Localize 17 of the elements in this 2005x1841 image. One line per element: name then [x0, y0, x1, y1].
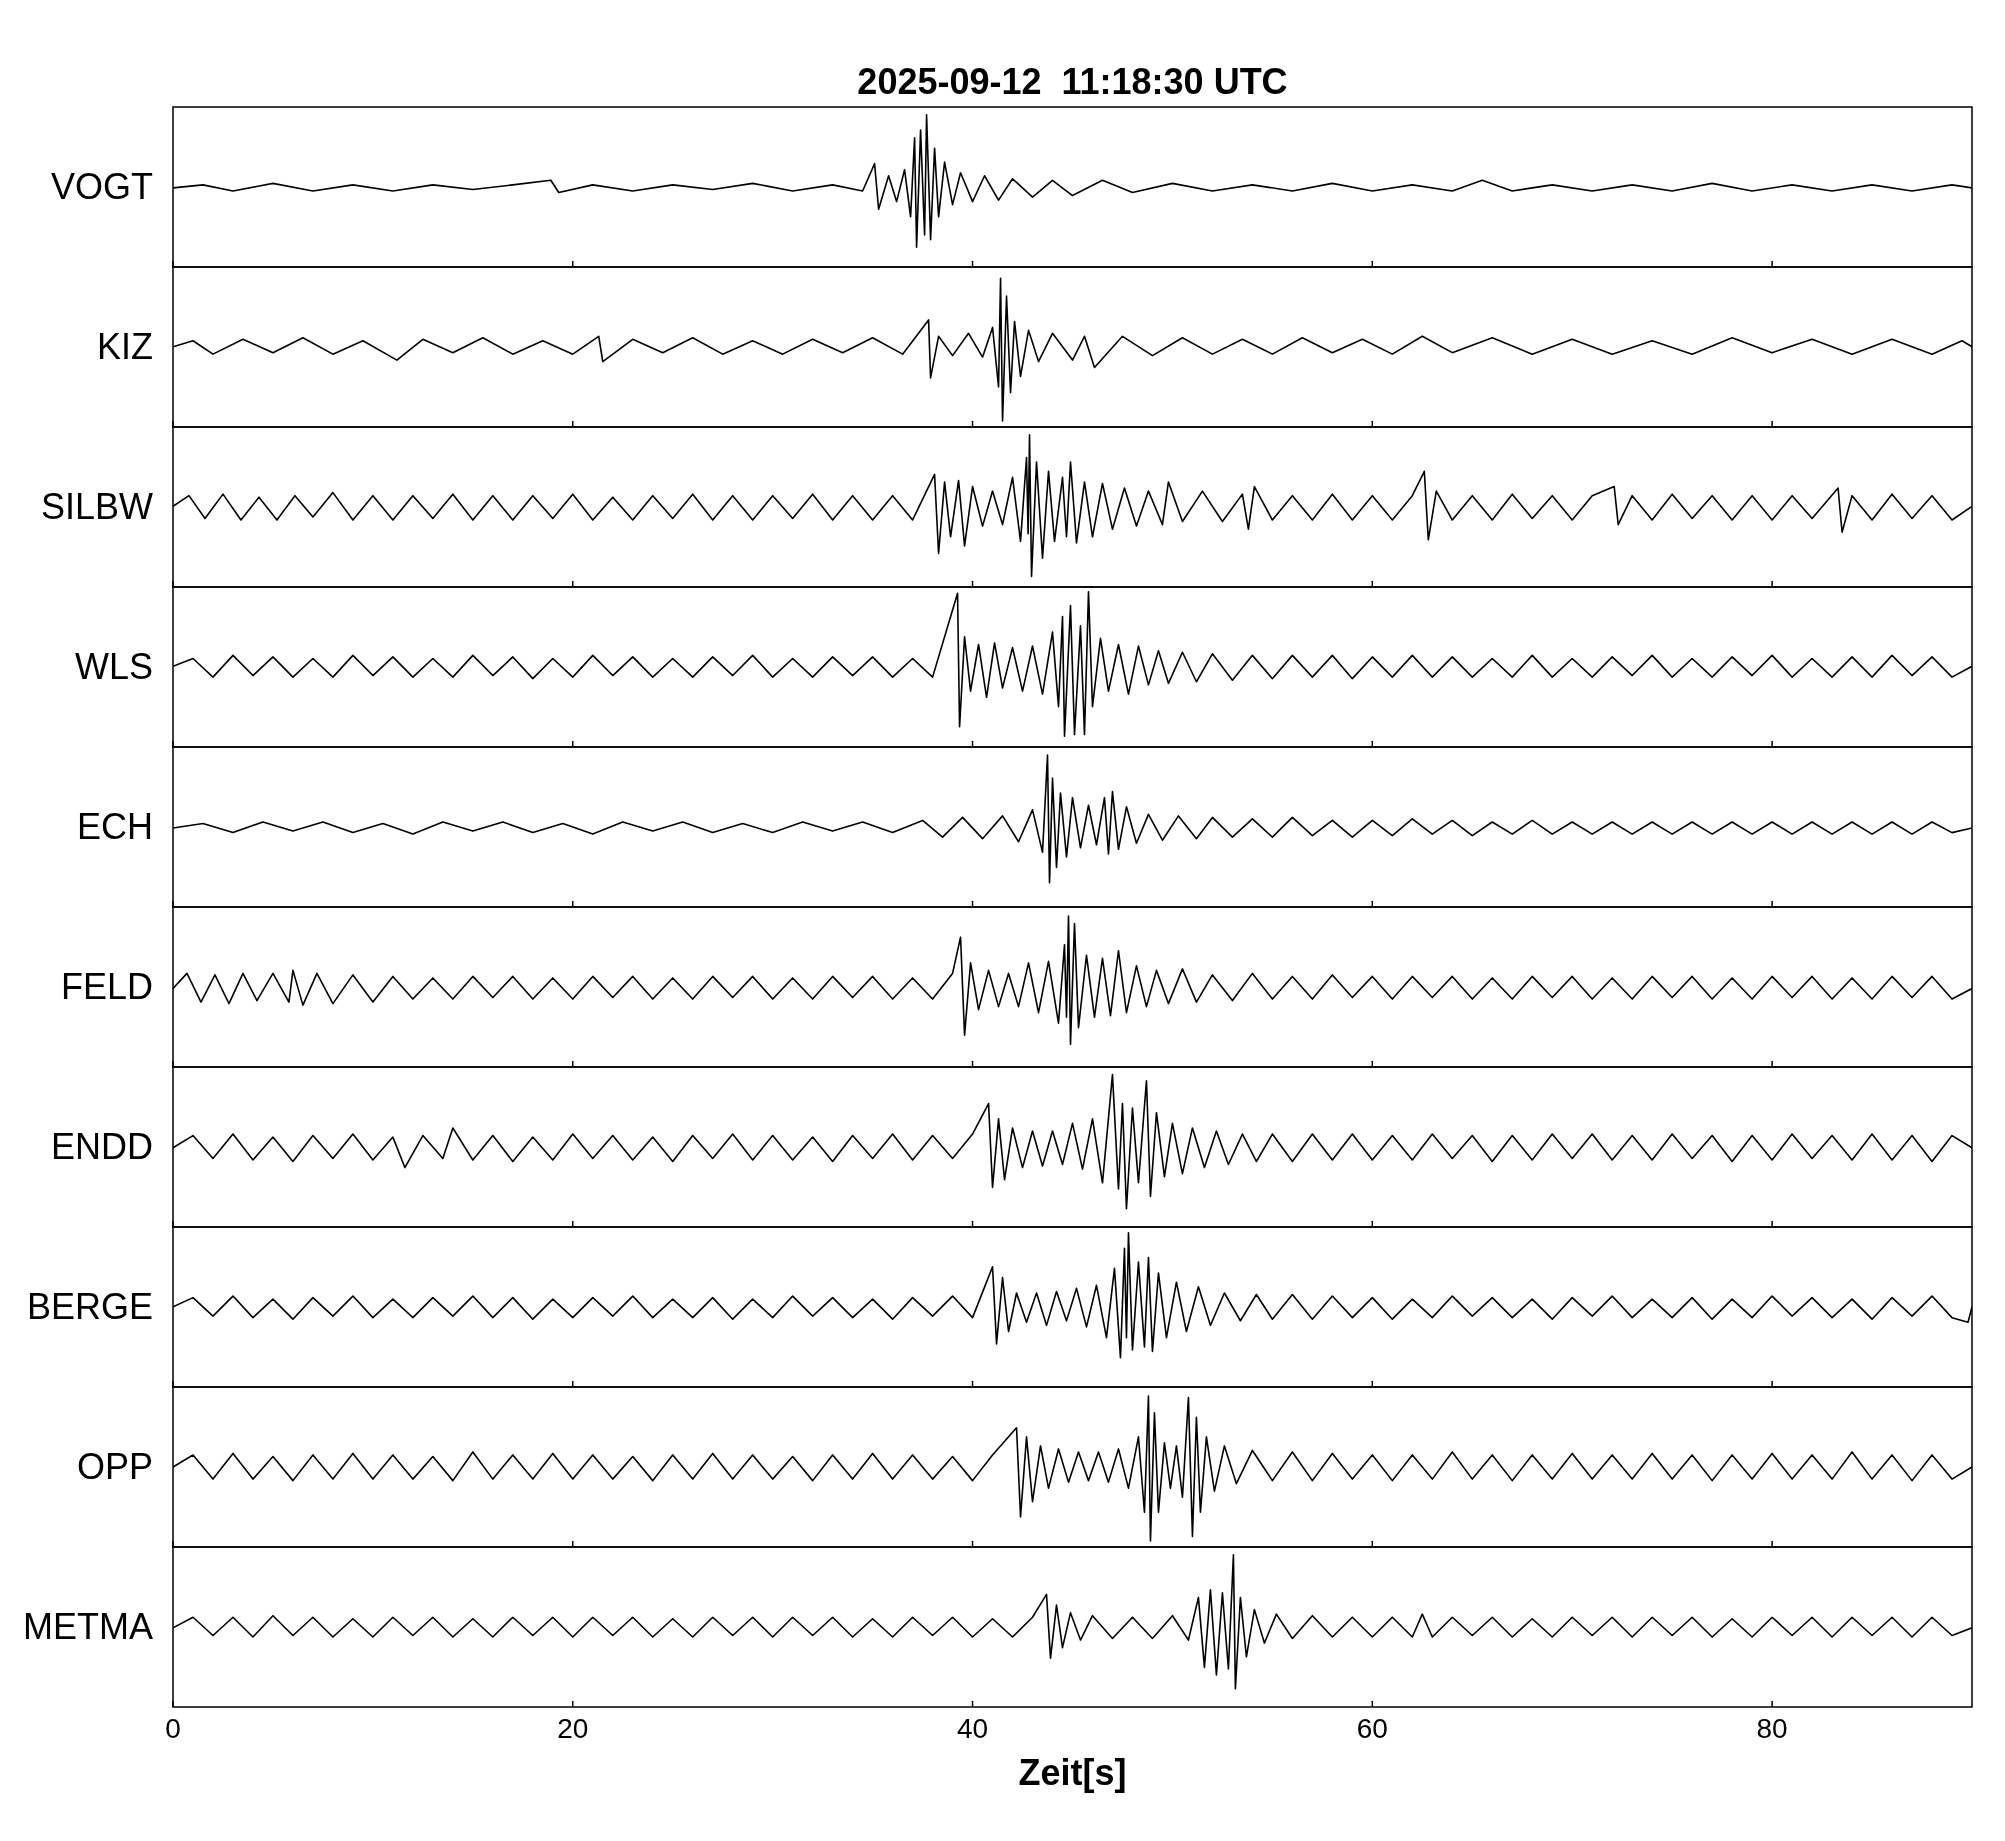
x-axis-title: Zeit[s]	[1018, 1752, 1127, 1794]
x-tick-label: 40	[956, 1712, 989, 1744]
x-tick-label: 20	[557, 1712, 589, 1744]
y-axis-title: VOGT	[50, 166, 153, 208]
y-axis-title: ENDD	[50, 1126, 153, 1168]
y-axis-title: WLS	[74, 646, 153, 688]
x-tick-label: 60	[1356, 1712, 1388, 1744]
x-tick-label: 80	[1756, 1712, 1788, 1744]
y-axis-title: BERGE	[26, 1286, 153, 1328]
chart-title: 2025-09-12 11:18:30 UTC	[856, 60, 1289, 104]
y-axis-title: METMA	[23, 1606, 153, 1648]
x-tick-label: 0	[165, 1712, 181, 1744]
y-axis-title: KIZ	[96, 326, 153, 368]
y-axis-title: ECH	[76, 806, 153, 848]
y-axis-title: FELD	[60, 966, 153, 1008]
y-axis-title: SILBW	[40, 486, 153, 528]
y-axis-title: OPP	[76, 1446, 153, 1488]
